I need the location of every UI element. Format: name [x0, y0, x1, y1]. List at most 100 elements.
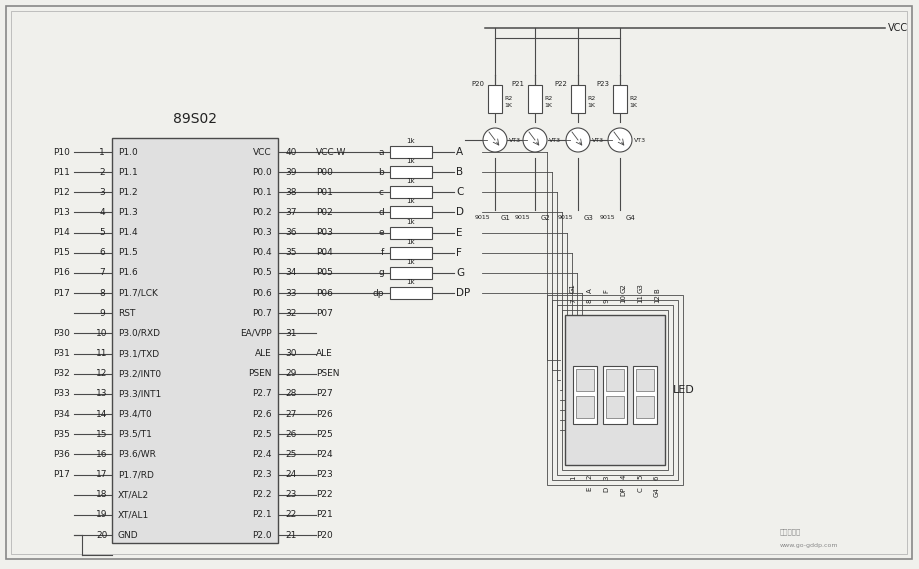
Text: R2: R2: [629, 96, 637, 101]
Bar: [551, 300, 677, 480]
Bar: [390, 226, 432, 238]
Text: 8: 8: [99, 288, 105, 298]
Bar: [390, 186, 432, 199]
Text: P36: P36: [53, 450, 70, 459]
Text: 4: 4: [619, 475, 626, 479]
Text: DP: DP: [619, 487, 626, 496]
Text: VCC: VCC: [887, 23, 907, 33]
Text: 1K: 1K: [504, 103, 512, 108]
Text: G1: G1: [570, 283, 575, 293]
Text: P1.7/LCK: P1.7/LCK: [118, 288, 158, 298]
Text: P0.5: P0.5: [252, 269, 272, 278]
Text: GND: GND: [118, 530, 139, 539]
Text: EA/VPP: EA/VPP: [240, 329, 272, 338]
Text: 40: 40: [285, 147, 296, 156]
Text: 9: 9: [603, 299, 609, 303]
Bar: [390, 287, 432, 299]
Text: G4: G4: [625, 215, 635, 221]
Text: c: c: [379, 188, 383, 197]
Text: 电子制作网: 电子制作网: [779, 529, 800, 535]
Bar: [390, 207, 432, 218]
Text: 9015: 9015: [598, 215, 614, 220]
Text: P23: P23: [596, 80, 608, 86]
Text: P16: P16: [53, 269, 70, 278]
Text: P26: P26: [315, 410, 333, 419]
Text: 28: 28: [285, 389, 296, 398]
Text: P04: P04: [315, 248, 333, 257]
Text: DP: DP: [456, 288, 470, 298]
Text: F: F: [456, 248, 461, 258]
Text: D: D: [456, 208, 463, 217]
Text: P0.2: P0.2: [252, 208, 272, 217]
Text: G3: G3: [637, 283, 642, 293]
Text: P1.0: P1.0: [118, 147, 138, 156]
Text: 3: 3: [603, 475, 609, 480]
Bar: [571, 85, 584, 113]
Text: P25: P25: [315, 430, 333, 439]
Bar: [562, 310, 667, 470]
Bar: [606, 396, 623, 418]
Text: 13: 13: [96, 389, 108, 398]
Text: R2: R2: [504, 96, 512, 101]
Text: P13: P13: [53, 208, 70, 217]
Text: 7: 7: [99, 269, 105, 278]
Bar: [390, 166, 432, 178]
Text: G1: G1: [501, 215, 510, 221]
Circle shape: [482, 128, 506, 152]
Text: PSEN: PSEN: [315, 369, 339, 378]
Text: 89S02: 89S02: [173, 112, 217, 126]
Text: P3.5/T1: P3.5/T1: [118, 430, 152, 439]
Text: VT3: VT3: [508, 138, 520, 142]
Circle shape: [522, 128, 547, 152]
Text: R2: R2: [543, 96, 551, 101]
Text: PSEN: PSEN: [248, 369, 272, 378]
Text: 29: 29: [285, 369, 296, 378]
Text: VT3: VT3: [549, 138, 561, 142]
Text: 36: 36: [285, 228, 297, 237]
Text: VT3: VT3: [633, 138, 645, 142]
Text: g: g: [378, 269, 383, 278]
Text: 25: 25: [285, 450, 296, 459]
Bar: [602, 366, 627, 424]
Text: 1k: 1k: [406, 259, 414, 265]
Text: ALE: ALE: [255, 349, 272, 358]
Text: P07: P07: [315, 309, 333, 318]
Text: 38: 38: [285, 188, 297, 197]
Bar: [636, 396, 652, 418]
Text: P1.2: P1.2: [118, 188, 138, 197]
Text: 17: 17: [96, 470, 108, 479]
Text: P0.1: P0.1: [252, 188, 272, 197]
Text: P3.3/INT1: P3.3/INT1: [118, 389, 161, 398]
Text: 1k: 1k: [406, 138, 414, 144]
Text: 21: 21: [285, 530, 296, 539]
Text: 19: 19: [96, 510, 108, 519]
Text: LED: LED: [673, 385, 694, 395]
Text: 1k: 1k: [406, 158, 414, 164]
Text: P3.4/T0: P3.4/T0: [118, 410, 152, 419]
Text: 9: 9: [99, 309, 105, 318]
Text: P1.6: P1.6: [118, 269, 138, 278]
Text: 5: 5: [99, 228, 105, 237]
Text: 24: 24: [285, 470, 296, 479]
Text: 8: 8: [586, 299, 592, 303]
Text: 1: 1: [570, 475, 575, 480]
Text: 30: 30: [285, 349, 297, 358]
Text: RST: RST: [118, 309, 135, 318]
Text: P1.3: P1.3: [118, 208, 138, 217]
Text: P2.0: P2.0: [252, 530, 272, 539]
Text: P0.4: P0.4: [252, 248, 272, 257]
Text: P03: P03: [315, 228, 333, 237]
Text: P34: P34: [53, 410, 70, 419]
Text: 11: 11: [637, 294, 642, 303]
Text: P27: P27: [315, 389, 333, 398]
Text: P3.1/TXD: P3.1/TXD: [118, 349, 159, 358]
Bar: [575, 396, 593, 418]
Text: 1k: 1k: [406, 279, 414, 285]
Text: P2.5: P2.5: [252, 430, 272, 439]
Text: D: D: [603, 487, 609, 492]
Text: 4: 4: [99, 208, 105, 217]
Text: VT3: VT3: [591, 138, 604, 142]
Text: 18: 18: [96, 490, 108, 499]
Text: b: b: [378, 168, 383, 176]
Text: R2: R2: [586, 96, 595, 101]
